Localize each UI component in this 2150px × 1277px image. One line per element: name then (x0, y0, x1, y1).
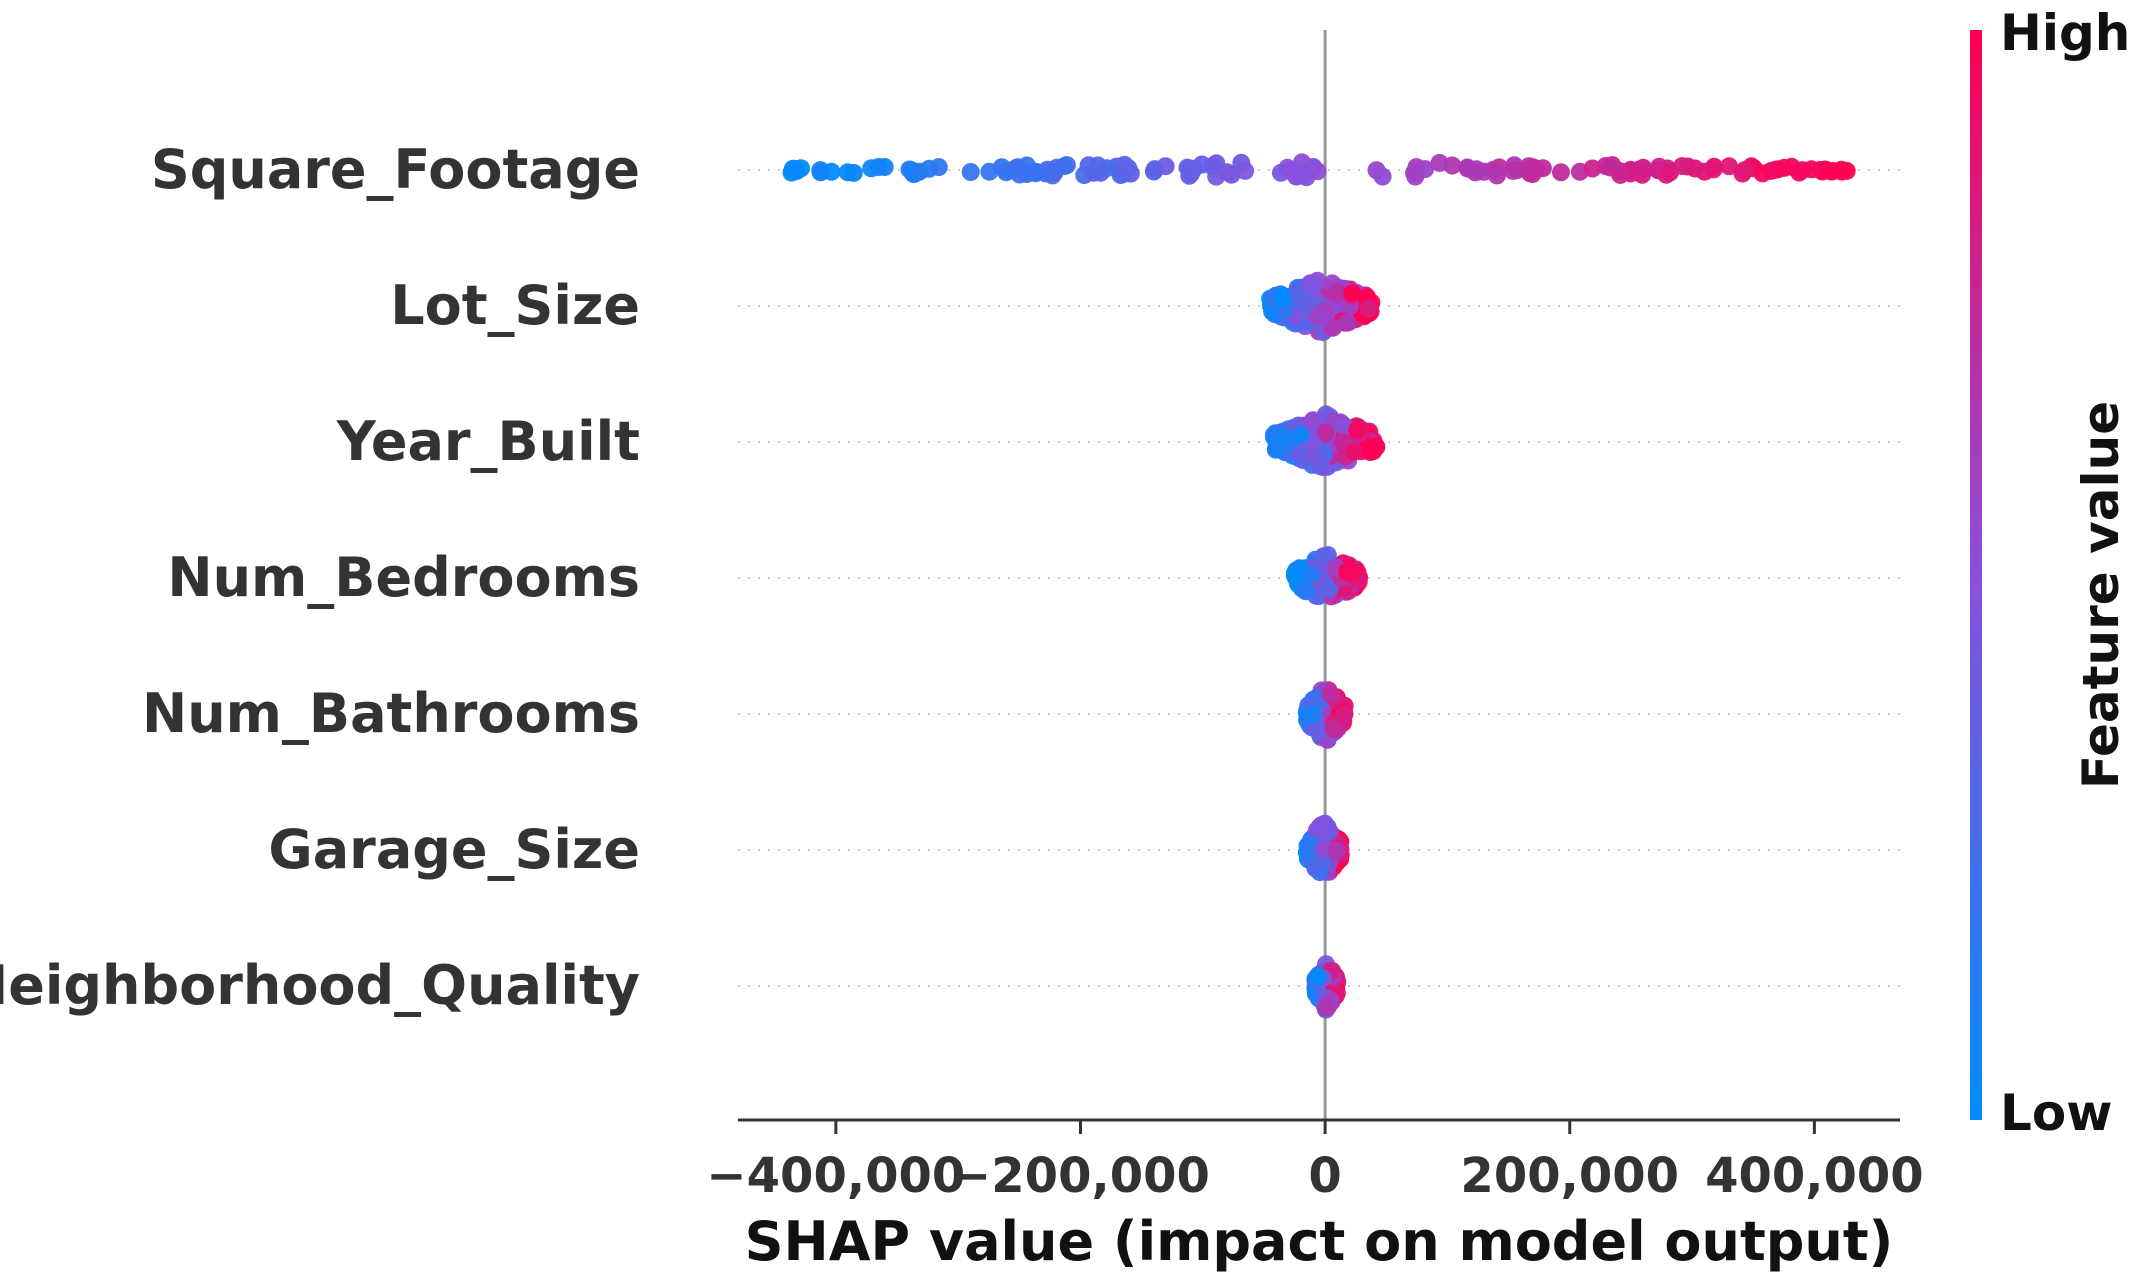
shap-point (997, 163, 1016, 182)
feature-label: Num_Bathrooms (142, 682, 640, 745)
shap-point (1775, 158, 1794, 177)
shap-point (1308, 162, 1327, 181)
feature-label: Neighborhood_Quality (0, 954, 640, 1017)
shap-point (1274, 427, 1293, 446)
shap-point (1348, 420, 1367, 439)
x-tick-label: 0 (1308, 1148, 1341, 1204)
feature-label: Garage_Size (268, 818, 640, 881)
shap-point (1373, 167, 1392, 186)
shap-point (1115, 155, 1134, 174)
shap-point (1180, 160, 1199, 178)
shap-point (1218, 163, 1237, 182)
shap-point (1302, 705, 1321, 724)
shap-point (910, 162, 929, 181)
shap-point (1443, 156, 1462, 175)
x-axis-ticks: −400,000−200,000 0 200,000 400,000 (706, 1120, 1924, 1204)
shap-point (1272, 289, 1291, 308)
shap-point (811, 161, 830, 180)
x-tick-label: −200,000 (951, 1148, 1210, 1204)
shap-point (1317, 423, 1335, 442)
colorbar-title: Feature value (2072, 401, 2130, 789)
shap-point (1327, 841, 1346, 860)
shap-point (1720, 157, 1739, 176)
shap-point (1296, 582, 1315, 601)
shap-point (1309, 305, 1328, 324)
shap-point (785, 159, 804, 178)
shap-point (1521, 164, 1540, 183)
shap-point (1145, 160, 1164, 179)
shap-point (961, 163, 980, 181)
shap-point (1291, 426, 1310, 445)
shap-point (1236, 161, 1255, 180)
shap-point (1088, 156, 1107, 175)
shap-point (1057, 156, 1076, 175)
shap-point (1488, 166, 1506, 185)
shap-point (1338, 313, 1357, 332)
shap-points (782, 153, 1856, 1019)
shap-point (1291, 444, 1310, 463)
shap-point (1302, 566, 1321, 584)
feature-label: Lot_Size (390, 274, 640, 337)
feature-label: Square_Footage (151, 138, 640, 201)
shap-point (1312, 816, 1330, 835)
shap-point (1300, 835, 1318, 854)
feature-labels: Square_Footage Lot_Size Year_Built Num_Bedr… (0, 138, 640, 1017)
x-tick-label: −400,000 (706, 1148, 965, 1204)
shap-point (1027, 162, 1046, 181)
shap-point (1552, 163, 1570, 182)
shap-point (1611, 165, 1630, 184)
shap-point (1284, 163, 1303, 182)
shap-point (1416, 160, 1435, 179)
colorbar: High Low Feature value (1970, 4, 2130, 1142)
shap-point (1310, 722, 1329, 741)
shap-point (844, 163, 863, 182)
shap-point (1802, 160, 1821, 179)
colorbar-high-label: High (2000, 4, 2130, 62)
shap-point (1583, 159, 1602, 178)
colorbar-gradient (1970, 30, 1982, 1120)
shap-point (1753, 164, 1772, 183)
shap-point (1306, 858, 1325, 877)
shap-point (875, 158, 894, 176)
shap-point (1302, 413, 1321, 432)
shap-point (1320, 579, 1339, 598)
shap-point (1311, 454, 1330, 473)
colorbar-low-label: Low (2000, 1084, 2112, 1142)
shap-point (1467, 160, 1486, 179)
feature-label: Num_Bedrooms (167, 546, 640, 609)
shap-point (1343, 284, 1362, 303)
shap-point (1343, 564, 1361, 583)
feature-label: Year_Built (336, 410, 640, 473)
x-axis-title: SHAP value (impact on model output) (745, 1210, 1894, 1273)
shap-point (1367, 437, 1385, 456)
x-tick-label: 400,000 (1705, 1148, 1924, 1204)
shap-point (1733, 164, 1752, 183)
shap-point (1301, 275, 1320, 294)
shap-point (1335, 705, 1354, 724)
shap-point (1316, 998, 1335, 1017)
x-tick-label: 200,000 (1460, 1148, 1679, 1204)
shap-point (1328, 283, 1347, 302)
shap-point (1344, 442, 1363, 461)
shap-point (1673, 157, 1692, 176)
shap-point (1321, 685, 1340, 704)
shap-point (1359, 299, 1378, 318)
shap-point (1324, 720, 1343, 739)
shap-point (1308, 967, 1327, 986)
shap-point (929, 158, 948, 177)
shap-point (1323, 318, 1342, 337)
shap-point (862, 159, 881, 178)
shap-point (1822, 162, 1841, 181)
